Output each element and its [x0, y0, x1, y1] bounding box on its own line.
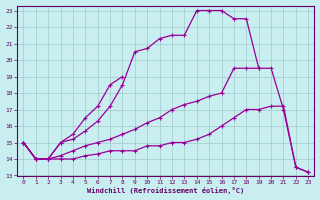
X-axis label: Windchill (Refroidissement éolien,°C): Windchill (Refroidissement éolien,°C): [87, 187, 244, 194]
